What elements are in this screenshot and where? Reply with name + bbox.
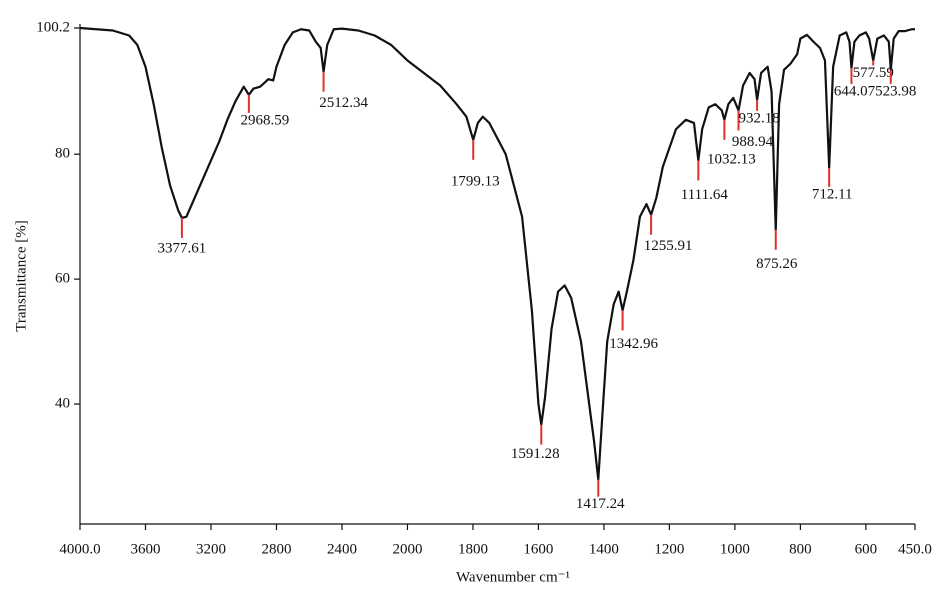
x-tick-label: 1800	[458, 541, 488, 557]
peak-label: 1799.13	[451, 173, 500, 189]
peak-label: 988.94	[732, 134, 774, 150]
peak-label: 1342.96	[609, 336, 658, 352]
x-tick-label: 600	[855, 541, 878, 557]
peak-label: 712.11	[812, 186, 853, 202]
peak-label: 523.98	[875, 83, 916, 99]
y-tick-label: 40	[55, 395, 70, 411]
y-tick-label: 60	[55, 271, 70, 287]
x-tick-label: 2800	[261, 541, 291, 557]
peak-label: 1255.91	[644, 238, 693, 254]
x-tick-label: 450.0	[898, 541, 932, 557]
y-tick-label: 100.2	[36, 19, 70, 35]
peak-label: 1111.64	[681, 187, 729, 203]
x-tick-label: 3200	[196, 541, 226, 557]
peak-label: 2968.59	[240, 112, 289, 128]
spectrum-line	[79, 26, 915, 481]
x-tick-label: 1600	[523, 541, 553, 557]
peak-label: 2512.34	[319, 95, 368, 111]
x-axis-label: Wavenumber cm⁻¹	[456, 569, 570, 585]
y-axis-label: Transmittance [%]	[13, 220, 29, 332]
peak-label: 1591.28	[511, 446, 560, 462]
x-tick-label: 3600	[130, 541, 160, 557]
peak-label: 577.59	[853, 65, 894, 81]
y-tick-label: 80	[55, 146, 70, 162]
x-tick-label: 1400	[589, 541, 619, 557]
peak-label: 875.26	[756, 256, 798, 272]
peak-label: 3377.61	[158, 240, 207, 256]
peak-label: 1417.24	[576, 496, 625, 512]
x-tick-label: 2400	[327, 541, 357, 557]
x-tick-label: 4000.0	[59, 541, 100, 557]
peak-label: 644.07	[834, 83, 876, 99]
x-tick-label: 1200	[654, 541, 684, 557]
x-tick-label: 2000	[392, 541, 422, 557]
peak-label: 932.18	[738, 110, 779, 126]
peak-label: 1032.13	[707, 151, 756, 167]
x-tick-label: 1000	[720, 541, 750, 557]
x-tick-label: 800	[789, 541, 812, 557]
